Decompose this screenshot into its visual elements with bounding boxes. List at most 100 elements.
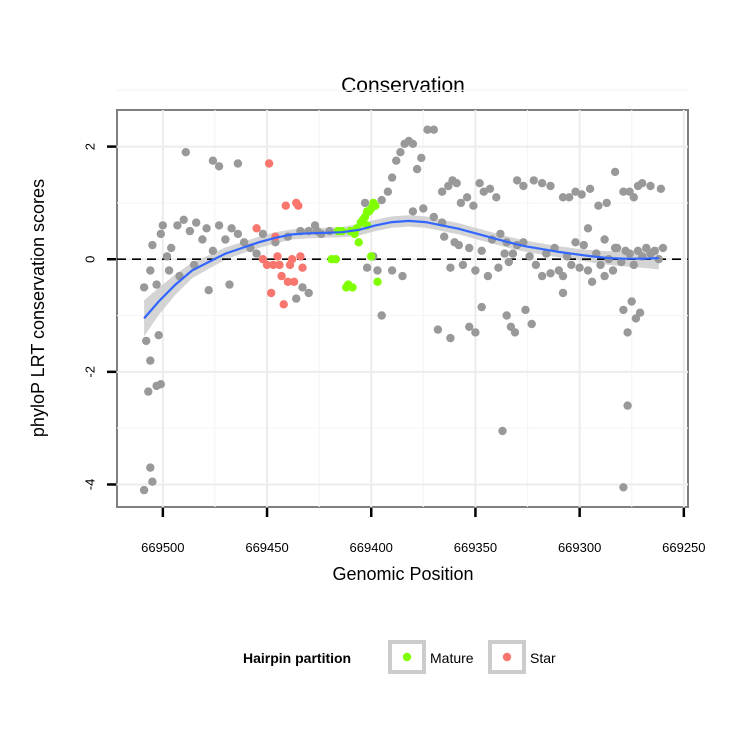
data-point-star	[289, 277, 299, 286]
data-point-background	[494, 263, 503, 272]
data-point-background	[144, 387, 153, 396]
data-point-background	[154, 331, 163, 340]
data-point-background	[387, 173, 397, 182]
data-point-background	[610, 167, 620, 177]
data-point-background	[558, 271, 568, 281]
confidence-band	[144, 215, 659, 337]
data-point-background	[608, 266, 618, 275]
data-point-background	[437, 187, 447, 196]
data-point-background	[537, 179, 547, 188]
data-point-background	[298, 283, 307, 292]
data-point-background	[225, 280, 234, 289]
data-point-background	[233, 229, 243, 239]
data-point-background	[512, 176, 522, 185]
data-point-background	[373, 266, 382, 275]
data-point-background	[417, 153, 426, 163]
data-point-background	[396, 148, 405, 157]
data-point-star	[262, 260, 272, 270]
data-point-background	[558, 193, 568, 202]
data-point-background	[583, 266, 593, 275]
data-point-background	[477, 246, 486, 255]
data-point-background	[152, 280, 161, 289]
data-point-background	[204, 286, 213, 295]
data-point-background	[623, 401, 632, 410]
data-point-background	[638, 179, 647, 188]
legend-swatch-mature	[402, 652, 412, 662]
data-point-background	[202, 224, 211, 233]
data-point-background	[587, 277, 597, 286]
data-point-background	[542, 249, 551, 258]
data-point-star	[296, 252, 305, 261]
data-point-background	[650, 246, 659, 255]
data-point-background	[531, 260, 541, 270]
data-point-background	[619, 305, 628, 315]
data-point-star	[269, 260, 278, 270]
data-point-star	[287, 255, 297, 264]
data-point-background	[221, 235, 230, 244]
data-point-background	[579, 240, 588, 250]
data-point-background	[214, 162, 224, 171]
smooth-line	[143, 219, 659, 320]
data-point-background	[208, 246, 218, 255]
data-point-background	[227, 224, 236, 233]
data-point-star	[275, 260, 284, 270]
data-point-background	[610, 243, 620, 253]
data-point-background	[156, 380, 165, 389]
data-point-background	[139, 283, 149, 292]
data-point-background	[181, 148, 190, 157]
data-point-background	[458, 260, 468, 270]
data-point-star	[267, 288, 276, 298]
data-point-background	[156, 229, 165, 239]
data-point-background	[258, 229, 268, 239]
data-point-background	[392, 156, 401, 165]
x-tick-label: 669500	[141, 540, 184, 555]
legend-item-mature: Mature	[388, 640, 474, 674]
data-point-background	[239, 238, 249, 247]
data-point-background	[623, 328, 632, 337]
data-point-background	[635, 308, 645, 317]
data-point-background	[377, 311, 386, 320]
data-point-background	[446, 263, 455, 272]
data-point-mature	[331, 255, 340, 264]
data-point-background	[208, 156, 218, 165]
data-point-background	[423, 125, 432, 134]
data-point-background	[148, 477, 157, 486]
data-point-background	[146, 356, 155, 365]
data-point-background	[433, 325, 443, 334]
data-point-background	[500, 249, 509, 258]
data-point-background	[508, 249, 518, 258]
data-point-background	[510, 328, 520, 337]
data-point-background	[625, 249, 634, 258]
chart-title: Conservation	[341, 74, 465, 97]
data-point-star	[283, 277, 293, 286]
data-point-background	[383, 187, 393, 196]
data-point-star	[264, 159, 274, 168]
data-point-background	[440, 232, 449, 241]
data-point-background	[214, 221, 224, 230]
x-tick-label: 669350	[454, 540, 497, 555]
data-point-mature	[367, 252, 376, 261]
data-point-background	[617, 257, 626, 267]
data-point-background	[619, 483, 628, 492]
data-point-background	[577, 190, 586, 199]
data-point-background	[525, 252, 534, 261]
data-point-background	[498, 426, 507, 436]
y-axis: 2 0 -2 -4	[83, 143, 116, 491]
data-point-background	[325, 226, 334, 236]
data-point-background	[571, 238, 580, 247]
y-tick-label: -4	[83, 479, 98, 491]
data-point-background	[602, 198, 611, 208]
data-point-background	[519, 181, 528, 191]
data-point-background	[164, 266, 174, 275]
data-point-background	[456, 198, 466, 208]
data-point-background	[600, 235, 609, 244]
data-point-background	[546, 181, 555, 191]
data-point-mature	[371, 201, 380, 210]
data-point-mature	[354, 238, 363, 247]
data-point-background	[575, 263, 584, 272]
data-point-background	[502, 311, 511, 320]
data-point-background	[527, 319, 536, 329]
data-point-background	[465, 243, 474, 253]
data-point-background	[446, 333, 455, 343]
data-point-background	[583, 224, 593, 233]
